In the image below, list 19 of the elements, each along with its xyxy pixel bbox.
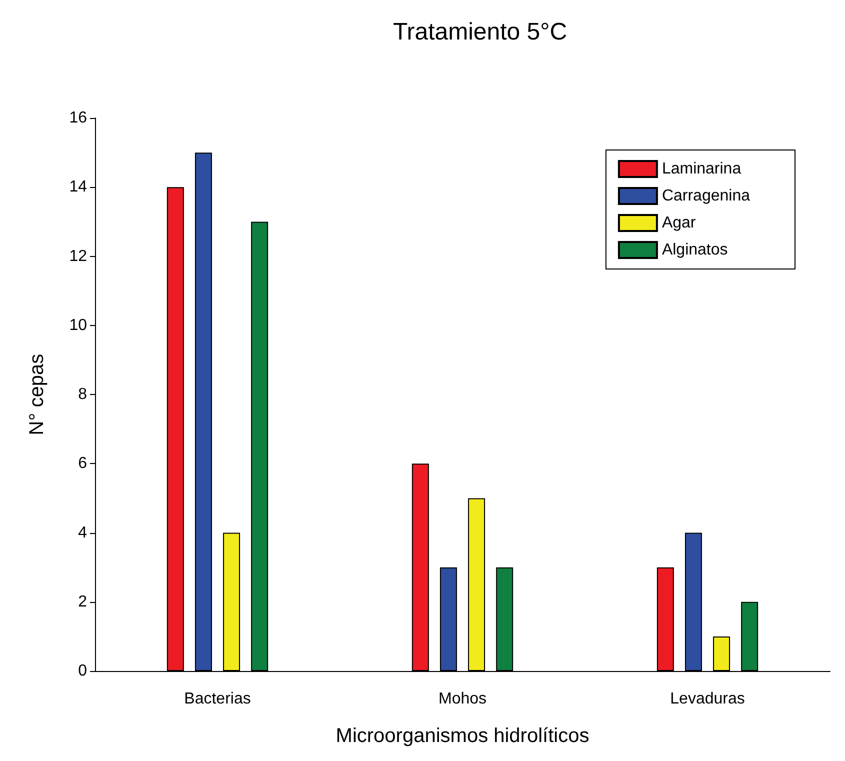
- y-tick-label: 0: [78, 662, 88, 680]
- x-axis-title: Microorganismos hidrolíticos: [336, 725, 590, 747]
- x-tick-label: Mohos: [438, 690, 487, 708]
- y-tick-label: 2: [78, 593, 88, 610]
- legend-label: Laminarina: [662, 160, 742, 178]
- y-tick-label: 4: [78, 524, 88, 542]
- y-tick-label: 6: [78, 455, 88, 472]
- y-tick-label: 14: [69, 178, 88, 196]
- y-tick-label: 10: [69, 316, 88, 334]
- y-tick-label: 16: [69, 110, 88, 126]
- y-tick-label: 12: [69, 248, 88, 265]
- y-axis-title: N° cepas: [26, 354, 48, 436]
- x-tick-label: Bacterias: [184, 690, 251, 708]
- legend-label: Carragenina: [662, 188, 750, 204]
- legend-label: Alginatos: [662, 242, 728, 258]
- legend-label: Agar: [662, 214, 696, 232]
- y-tick-label: 8: [78, 386, 88, 403]
- chart-title: Tratamiento 5°C: [392, 18, 568, 46]
- x-tick-label: Levaduras: [670, 690, 745, 708]
